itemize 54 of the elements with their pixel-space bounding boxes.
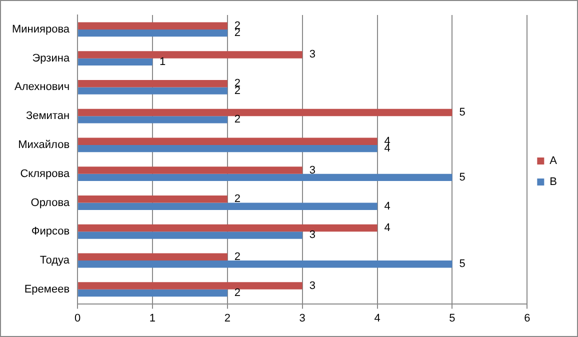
y-tick-label: Михайлов xyxy=(18,138,70,151)
data-label: 1 xyxy=(159,56,166,68)
bar xyxy=(78,174,452,182)
y-tick-label: Орлова xyxy=(30,196,70,209)
y-tick-label: Земитан xyxy=(26,110,70,122)
x-tick-label: 1 xyxy=(149,312,156,324)
bar xyxy=(78,29,228,37)
bar xyxy=(78,224,378,232)
bar xyxy=(78,289,228,297)
legend-label: B xyxy=(550,176,558,188)
y-tick-label: Тодуа xyxy=(40,254,70,267)
y-tick-label: Миниярова xyxy=(12,23,70,36)
data-label: 4 xyxy=(384,200,390,212)
bar xyxy=(78,80,228,88)
bar xyxy=(78,232,302,239)
x-tick-label: 4 xyxy=(374,312,380,324)
bar xyxy=(78,260,452,268)
bar xyxy=(78,51,302,58)
bar xyxy=(78,58,152,66)
data-label: 3 xyxy=(309,280,316,292)
data-label: 4 xyxy=(384,142,390,155)
bar xyxy=(78,22,228,30)
data-label: 5 xyxy=(459,258,466,270)
x-tick-label: 5 xyxy=(449,312,456,324)
data-label: 2 xyxy=(234,250,241,263)
legend-label: A xyxy=(550,155,558,168)
y-tick-label: Эрзина xyxy=(32,52,70,64)
x-tick-label: 2 xyxy=(224,312,230,324)
bar xyxy=(78,166,302,174)
bar xyxy=(78,144,378,152)
y-tick-label: Склярова xyxy=(20,168,70,180)
data-label: 2 xyxy=(234,287,241,299)
x-tick-label: 6 xyxy=(524,312,530,324)
bar xyxy=(78,282,302,290)
bar xyxy=(78,116,228,124)
bar xyxy=(78,196,228,203)
y-tick-label: Еремеев xyxy=(24,283,70,296)
data-label: 3 xyxy=(309,229,316,242)
data-label: 3 xyxy=(309,164,316,176)
data-label: 3 xyxy=(309,48,316,61)
x-tick-label: 0 xyxy=(74,312,81,324)
data-label: 2 xyxy=(234,114,241,126)
x-tick-label: 3 xyxy=(299,312,306,324)
bar xyxy=(78,202,378,210)
data-label: 5 xyxy=(459,106,466,118)
bar xyxy=(78,253,228,260)
bar xyxy=(78,108,452,116)
y-tick-label: Фирсов xyxy=(31,226,70,238)
y-tick-label: Алехнович xyxy=(14,81,70,94)
bar xyxy=(78,138,378,145)
bar xyxy=(78,87,228,94)
data-label: 4 xyxy=(384,222,390,234)
data-label: 2 xyxy=(234,193,241,206)
data-label: 5 xyxy=(459,171,466,184)
